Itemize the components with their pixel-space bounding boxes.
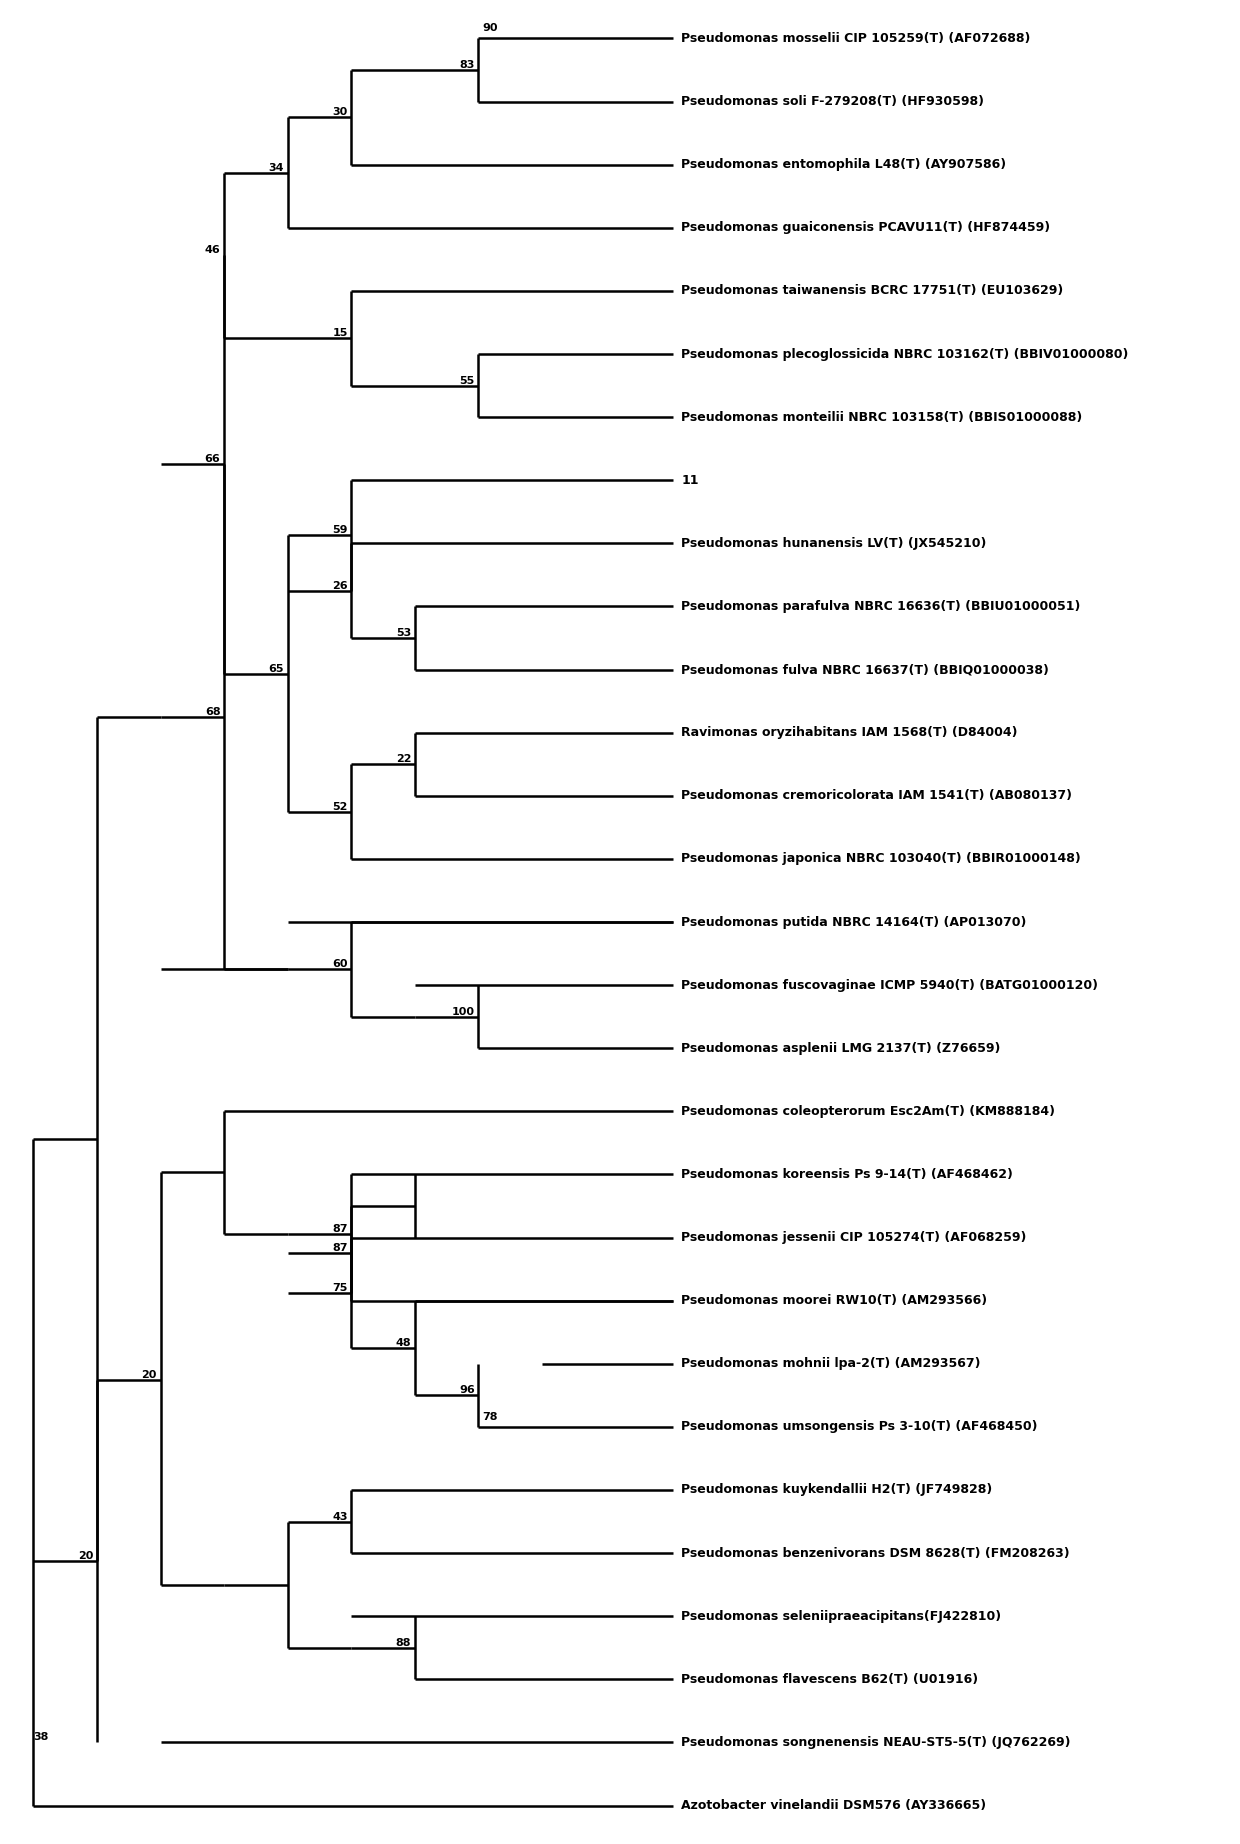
Text: Pseudomonas entomophila L48(T) (AY907586): Pseudomonas entomophila L48(T) (AY907586… bbox=[681, 159, 1007, 171]
Text: 78: 78 bbox=[482, 1413, 497, 1422]
Text: Pseudomonas soli F-279208(T) (HF930598): Pseudomonas soli F-279208(T) (HF930598) bbox=[681, 96, 985, 109]
Text: 88: 88 bbox=[396, 1637, 412, 1649]
Text: 30: 30 bbox=[332, 107, 347, 118]
Text: 34: 34 bbox=[269, 162, 284, 173]
Text: 46: 46 bbox=[205, 245, 221, 256]
Text: 65: 65 bbox=[269, 664, 284, 673]
Text: 20: 20 bbox=[141, 1370, 157, 1379]
Text: Pseudomonas koreensis Ps 9-14(T) (AF468462): Pseudomonas koreensis Ps 9-14(T) (AF4684… bbox=[681, 1167, 1013, 1180]
Text: Pseudomonas putida NBRC 14164(T) (AP013070): Pseudomonas putida NBRC 14164(T) (AP0130… bbox=[681, 915, 1027, 929]
Text: 100: 100 bbox=[451, 1007, 475, 1016]
Text: 55: 55 bbox=[460, 376, 475, 385]
Text: 22: 22 bbox=[396, 754, 412, 763]
Text: Pseudomonas mosselii CIP 105259(T) (AF072688): Pseudomonas mosselii CIP 105259(T) (AF07… bbox=[681, 31, 1030, 44]
Text: Pseudomonas hunanensis LV(T) (JX545210): Pseudomonas hunanensis LV(T) (JX545210) bbox=[681, 537, 987, 550]
Text: 53: 53 bbox=[396, 629, 412, 638]
Text: 59: 59 bbox=[332, 526, 347, 535]
Text: Pseudomonas benzenivorans DSM 8628(T) (FM208263): Pseudomonas benzenivorans DSM 8628(T) (F… bbox=[681, 1547, 1070, 1560]
Text: 90: 90 bbox=[482, 24, 497, 33]
Text: 48: 48 bbox=[396, 1339, 412, 1348]
Text: Pseudomonas parafulva NBRC 16636(T) (BBIU01000051): Pseudomonas parafulva NBRC 16636(T) (BBI… bbox=[681, 599, 1080, 612]
Text: 11: 11 bbox=[681, 474, 698, 487]
Text: 20: 20 bbox=[78, 1551, 93, 1562]
Text: 38: 38 bbox=[33, 1732, 48, 1743]
Text: Pseudomonas asplenii LMG 2137(T) (Z76659): Pseudomonas asplenii LMG 2137(T) (Z76659… bbox=[681, 1042, 1001, 1055]
Text: 66: 66 bbox=[205, 454, 221, 465]
Text: Pseudomonas taiwanensis BCRC 17751(T) (EU103629): Pseudomonas taiwanensis BCRC 17751(T) (E… bbox=[681, 284, 1064, 297]
Text: 87: 87 bbox=[332, 1224, 347, 1234]
Text: Pseudomonas jessenii CIP 105274(T) (AF068259): Pseudomonas jessenii CIP 105274(T) (AF06… bbox=[681, 1232, 1027, 1245]
Text: Pseudomonas seleniipraeacipitans(FJ422810): Pseudomonas seleniipraeacipitans(FJ42281… bbox=[681, 1610, 1001, 1623]
Text: Pseudomonas plecoglossicida NBRC 103162(T) (BBIV01000080): Pseudomonas plecoglossicida NBRC 103162(… bbox=[681, 347, 1128, 361]
Text: Pseudomonas umsongensis Ps 3-10(T) (AF468450): Pseudomonas umsongensis Ps 3-10(T) (AF46… bbox=[681, 1420, 1038, 1433]
Text: Pseudomonas songnenensis NEAU-ST5-5(T) (JQ762269): Pseudomonas songnenensis NEAU-ST5-5(T) (… bbox=[681, 1735, 1070, 1748]
Text: 43: 43 bbox=[332, 1512, 347, 1521]
Text: Pseudomonas fuscovaginae ICMP 5940(T) (BATG01000120): Pseudomonas fuscovaginae ICMP 5940(T) (B… bbox=[681, 979, 1099, 992]
Text: Pseudomonas kuykendallii H2(T) (JF749828): Pseudomonas kuykendallii H2(T) (JF749828… bbox=[681, 1483, 992, 1497]
Text: Pseudomonas cremoricolorata IAM 1541(T) (AB080137): Pseudomonas cremoricolorata IAM 1541(T) … bbox=[681, 789, 1073, 802]
Text: 68: 68 bbox=[205, 706, 221, 717]
Text: Ravimonas oryzihabitans IAM 1568(T) (D84004): Ravimonas oryzihabitans IAM 1568(T) (D84… bbox=[681, 727, 1018, 739]
Text: Pseudomonas fulva NBRC 16637(T) (BBIQ01000038): Pseudomonas fulva NBRC 16637(T) (BBIQ010… bbox=[681, 664, 1049, 677]
Text: 96: 96 bbox=[459, 1385, 475, 1396]
Text: Pseudomonas mohnii lpa-2(T) (AM293567): Pseudomonas mohnii lpa-2(T) (AM293567) bbox=[681, 1357, 981, 1370]
Text: Pseudomonas japonica NBRC 103040(T) (BBIR01000148): Pseudomonas japonica NBRC 103040(T) (BBI… bbox=[681, 852, 1081, 865]
Text: Pseudomonas moorei RW10(T) (AM293566): Pseudomonas moorei RW10(T) (AM293566) bbox=[681, 1294, 987, 1307]
Text: Pseudomonas guaiconensis PCAVU11(T) (HF874459): Pseudomonas guaiconensis PCAVU11(T) (HF8… bbox=[681, 221, 1050, 234]
Text: 87: 87 bbox=[332, 1243, 347, 1254]
Text: 83: 83 bbox=[460, 61, 475, 70]
Text: Azotobacter vinelandii DSM576 (AY336665): Azotobacter vinelandii DSM576 (AY336665) bbox=[681, 1800, 986, 1813]
Text: 52: 52 bbox=[332, 802, 347, 811]
Text: 26: 26 bbox=[332, 581, 347, 590]
Text: Pseudomonas monteilii NBRC 103158(T) (BBIS01000088): Pseudomonas monteilii NBRC 103158(T) (BB… bbox=[681, 411, 1083, 424]
Text: 75: 75 bbox=[332, 1283, 347, 1293]
Text: 60: 60 bbox=[332, 959, 347, 970]
Text: 15: 15 bbox=[332, 328, 347, 337]
Text: Pseudomonas coleopterorum Esc2Am(T) (KM888184): Pseudomonas coleopterorum Esc2Am(T) (KM8… bbox=[681, 1105, 1055, 1117]
Text: Pseudomonas flavescens B62(T) (U01916): Pseudomonas flavescens B62(T) (U01916) bbox=[681, 1673, 978, 1685]
